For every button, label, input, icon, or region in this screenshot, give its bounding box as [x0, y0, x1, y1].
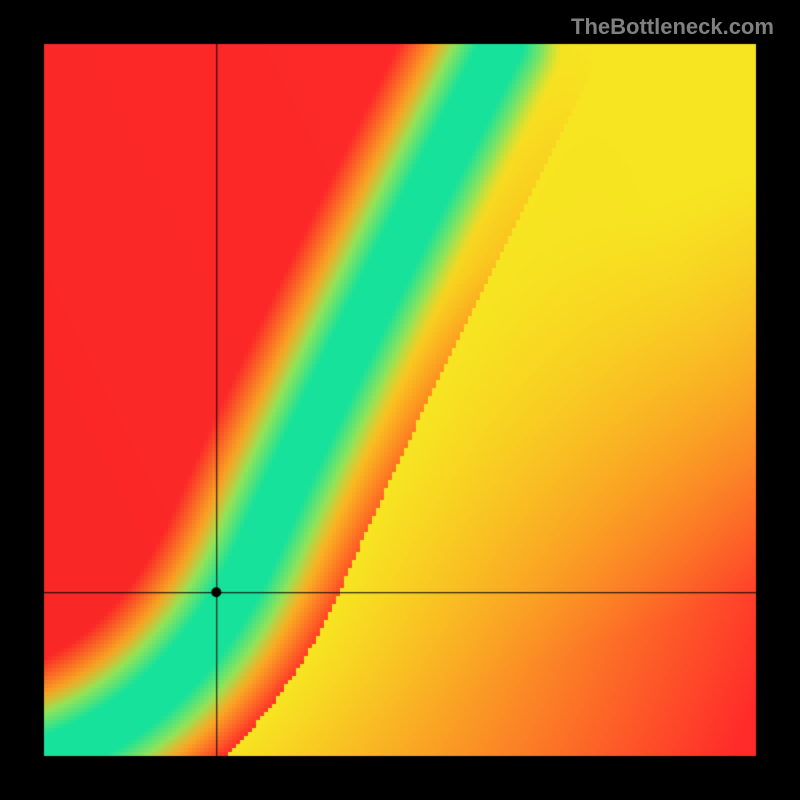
- bottleneck-heatmap: [0, 0, 800, 800]
- watermark-text: TheBottleneck.com: [571, 14, 774, 40]
